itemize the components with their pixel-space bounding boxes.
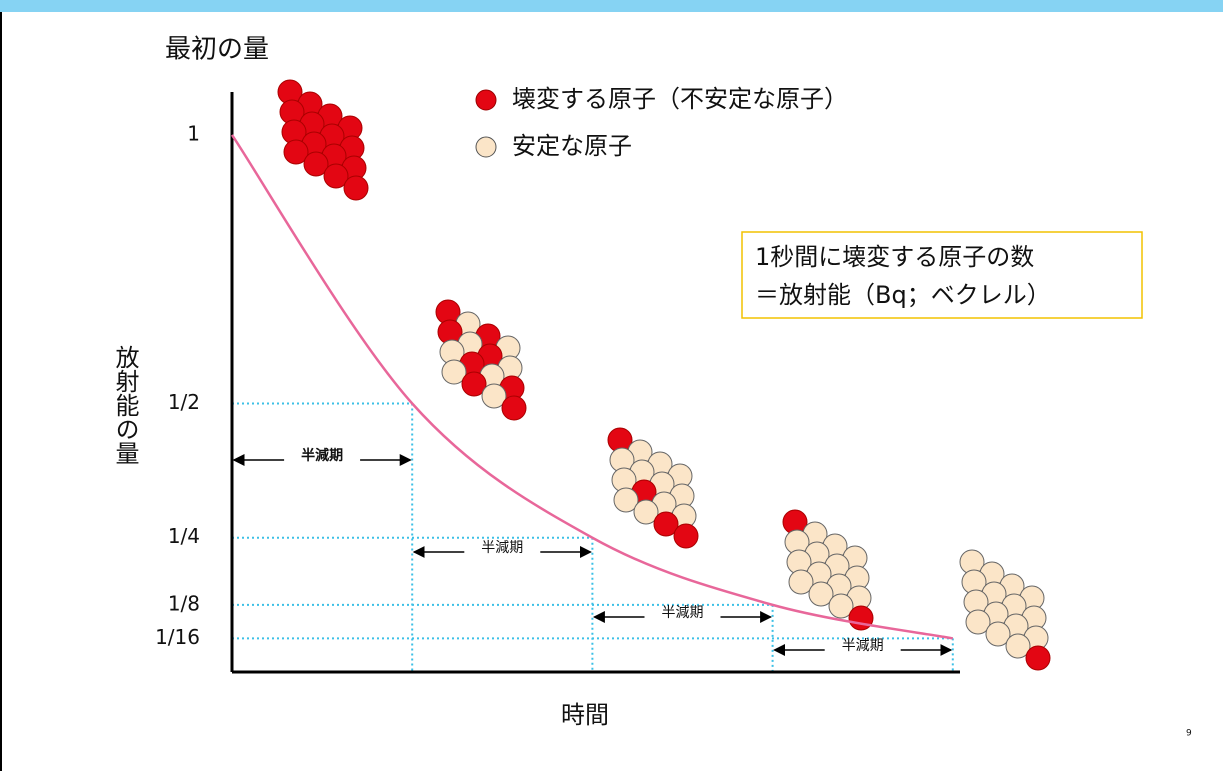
- half-life-label: 半減期: [842, 637, 884, 654]
- atom: [461, 371, 487, 397]
- atom: [828, 593, 854, 619]
- atom: [323, 163, 349, 189]
- legend-swatch: [475, 89, 497, 111]
- note-box: [741, 231, 1143, 319]
- atom: [481, 383, 507, 409]
- atom: [343, 175, 369, 201]
- half-life-label: 半減期: [661, 604, 703, 621]
- top-band: [0, 0, 1223, 12]
- decay-curve: [230, 134, 954, 640]
- atom: [985, 621, 1011, 647]
- atom-clusters: [277, 79, 1051, 671]
- y-tick-label: 1/4: [168, 524, 200, 548]
- chart-title: 最初の量: [165, 35, 269, 65]
- half-life-label: 半減期: [481, 539, 523, 556]
- atom: [303, 151, 329, 177]
- atom: [788, 569, 814, 595]
- x-axis-label: 時間: [561, 701, 609, 729]
- half-life-label: 半減期: [301, 447, 343, 464]
- atom: [283, 139, 309, 165]
- page-number: 9: [1186, 729, 1192, 739]
- atom: [441, 359, 467, 385]
- atom: [808, 581, 834, 607]
- legend-label: 安定な原子: [512, 132, 632, 160]
- note-line: ＝放射能（Bq；ベクレル）: [755, 281, 1051, 309]
- legend-label: 壊変する原子（不安定な原子）: [512, 85, 848, 113]
- atom: [673, 523, 699, 549]
- note-line: 1秒間に壊変する原子の数: [755, 243, 1034, 271]
- atom: [848, 605, 874, 631]
- y-axis-label: 放射能の量: [111, 345, 139, 465]
- atom: [633, 499, 659, 525]
- atom: [653, 511, 679, 537]
- atom: [501, 395, 527, 421]
- atom: [613, 487, 639, 513]
- atom: [1005, 633, 1031, 659]
- atom: [1025, 645, 1051, 671]
- y-tick-label: 1/8: [168, 591, 200, 615]
- y-tick-label: 1/16: [155, 625, 200, 649]
- atom: [965, 609, 991, 635]
- legend-swatch: [475, 136, 497, 158]
- y-tick-label: 1: [187, 121, 200, 145]
- y-tick-label: 1/2: [168, 390, 200, 414]
